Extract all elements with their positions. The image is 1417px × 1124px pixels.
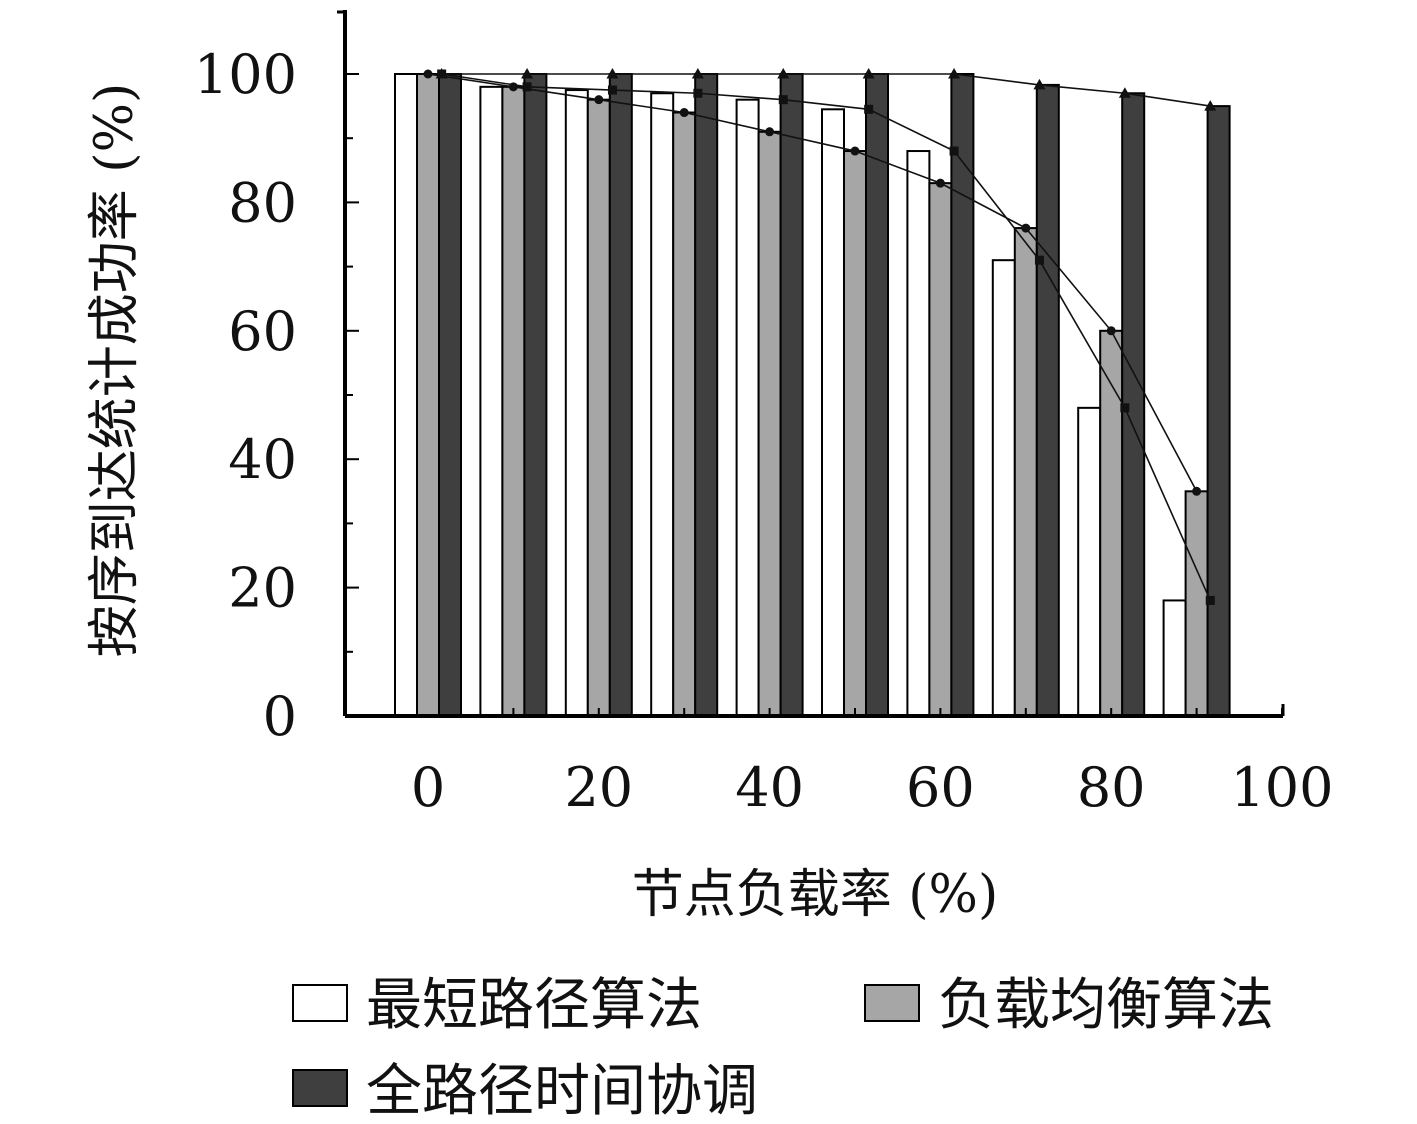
marker-load-balance-70 [1021, 223, 1031, 233]
bar-full-path-coordination-0 [438, 73, 462, 717]
bar-load-balance-50 [843, 150, 867, 718]
bar-load-balance-20 [586, 98, 611, 718]
bar-full-path-coordination-50 [865, 73, 889, 717]
marker-full-path-coordination-20 [606, 68, 619, 79]
marker-shortest-path-30 [693, 88, 703, 98]
bar-load-balance-70 [1013, 227, 1038, 718]
bar-load-balance-40 [757, 130, 782, 717]
marker-full-path-coordination-0 [435, 68, 448, 79]
marker-shortest-path-40 [778, 95, 788, 105]
bar-full-path-coordination-40 [779, 73, 804, 717]
marker-load-balance-50 [850, 146, 860, 156]
marker-full-path-coordination-90 [1204, 100, 1217, 111]
marker-load-balance-40 [765, 127, 775, 137]
x-tick-label-60: 60 [906, 756, 975, 819]
x-tick-label-100: 100 [1230, 756, 1333, 819]
x-axis-title: 节点负载率 (%) [632, 865, 999, 925]
legend-label-shortest-path: 最短路径算法 [366, 973, 702, 1038]
line-full-path-coordination [441, 73, 1211, 107]
bar-load-balance-30 [672, 111, 697, 717]
y-tick-label-0: 0 [263, 685, 297, 748]
bar-shortest-path-60 [906, 150, 931, 718]
y-tick-label-60: 60 [228, 300, 297, 363]
axes-group: 0 20 40 60 80 100 0 20 40 60 80 100 [194, 10, 1334, 819]
marker-full-path-coordination-60 [948, 68, 961, 79]
bar-full-path-coordination-70 [1035, 83, 1060, 718]
x-tick-label-0: 0 [411, 756, 445, 819]
marker-load-balance-10 [508, 82, 518, 92]
legend-swatch-full-path-coordination [292, 1069, 348, 1107]
bar-shortest-path-80 [1077, 406, 1102, 717]
bar-load-balance-80 [1099, 329, 1124, 717]
legend-swatch-load-balance [864, 984, 920, 1022]
marker-full-path-coordination-80 [1118, 87, 1131, 98]
bar-load-balance-10 [501, 85, 526, 717]
bar-shortest-path-0 [394, 73, 418, 717]
marker-shortest-path-90 [1205, 595, 1215, 605]
legend-label-load-balance: 负载均衡算法 [938, 973, 1274, 1038]
x-tick-label-40: 40 [735, 756, 804, 819]
y-axis-title: 按序到达统计成功率 (%) [85, 83, 145, 658]
marker-full-path-coordination-10 [521, 68, 534, 79]
bar-shortest-path-30 [650, 92, 675, 717]
marker-load-balance-90 [1192, 486, 1202, 496]
bar-load-balance-0 [416, 73, 440, 717]
legend-swatch-shortest-path [292, 984, 348, 1022]
marker-load-balance-30 [679, 108, 689, 118]
marker-full-path-coordination-70 [1033, 78, 1046, 90]
bar-load-balance-60 [928, 182, 953, 717]
x-tick-label-20: 20 [564, 756, 633, 819]
bar-full-path-coordination-90 [1206, 105, 1231, 718]
y-tick-label-100: 100 [194, 43, 297, 106]
bar-shortest-path-70 [991, 259, 1016, 717]
bar-shortest-path-10 [479, 85, 504, 717]
bar-shortest-path-50 [821, 108, 845, 717]
line-shortest-path [441, 73, 1211, 601]
bar-shortest-path-90 [1162, 599, 1187, 717]
marker-shortest-path-20 [607, 85, 617, 95]
marker-load-balance-0 [423, 69, 433, 79]
x-tick-label-80: 80 [1077, 756, 1146, 819]
line-load-balance [427, 73, 1198, 492]
marker-full-path-coordination-40 [777, 68, 790, 79]
legend: 最短路径算法 负载均衡算法 全路径时间协调 [292, 973, 1274, 1124]
y-tick-label-20: 20 [228, 557, 297, 620]
marker-load-balance-60 [935, 178, 945, 188]
marker-shortest-path-80 [1120, 403, 1130, 413]
bar-shortest-path-40 [735, 98, 760, 718]
marker-full-path-coordination-30 [691, 68, 704, 79]
bars-group [394, 73, 1231, 718]
marker-load-balance-80 [1106, 326, 1116, 336]
marker-shortest-path-10 [522, 82, 532, 92]
marker-shortest-path-50 [864, 104, 874, 114]
bar-full-path-coordination-10 [523, 73, 548, 717]
y-tick-label-80: 80 [228, 171, 297, 234]
legend-label-full-path-coordination: 全路径时间协调 [366, 1059, 758, 1124]
marker-load-balance-20 [594, 95, 604, 105]
marker-full-path-coordination-50 [862, 68, 875, 79]
y-tick-label-40: 40 [228, 428, 297, 491]
marker-shortest-path-70 [1034, 255, 1044, 265]
bar-shortest-path-20 [564, 89, 589, 718]
marker-shortest-path-60 [949, 146, 959, 156]
bar-full-path-coordination-30 [694, 73, 719, 717]
bar-load-balance-90 [1184, 490, 1209, 717]
lines-group [423, 68, 1217, 605]
bar-full-path-coordination-20 [608, 73, 633, 717]
